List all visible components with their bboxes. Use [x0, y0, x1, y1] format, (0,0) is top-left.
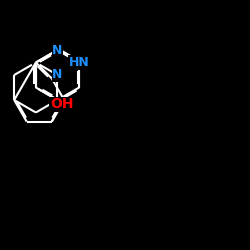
Text: N: N	[52, 44, 63, 57]
Text: OH: OH	[50, 97, 74, 111]
Text: HN: HN	[69, 56, 89, 69]
Text: N: N	[52, 68, 63, 82]
